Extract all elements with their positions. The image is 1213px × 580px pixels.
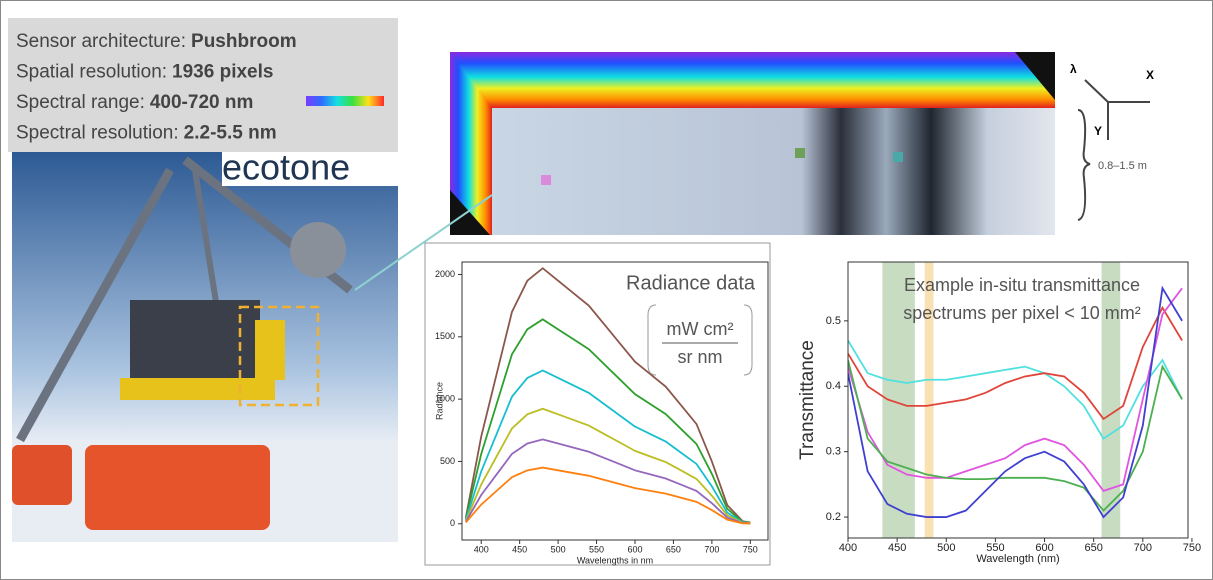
x-tick-label: 700 xyxy=(1134,542,1152,554)
lambda-label: λ xyxy=(1070,62,1077,76)
y-tick-label: 0.2 xyxy=(826,511,841,523)
canvas: λ X Y 0.8–1.5 m ecotone Sensor architect… xyxy=(0,0,1213,580)
x-tick-label: 700 xyxy=(704,544,719,554)
spec-line: Spatial resolution:1936 pixels xyxy=(16,62,273,83)
spectrum-bar xyxy=(306,96,384,106)
y-axis-label: Transmittance xyxy=(797,340,818,460)
y-tick-label: 500 xyxy=(440,456,455,466)
y-tick-label: 0.5 xyxy=(826,315,841,327)
x-tick-label: 650 xyxy=(1084,542,1102,554)
x-tick-label: 650 xyxy=(666,544,681,554)
x-tick-label: 600 xyxy=(627,544,642,554)
photo xyxy=(12,152,398,542)
y-tick-label: 0.3 xyxy=(826,446,841,458)
spec-label: Sensor architecture: xyxy=(16,31,186,52)
x-tick-label: 400 xyxy=(839,542,857,554)
slide: λ X Y 0.8–1.5 m ecotone Sensor architect… xyxy=(0,0,1213,580)
spec-label: Spectral range: xyxy=(16,92,145,113)
x-axis-glyph-label: X xyxy=(1146,68,1154,82)
unit-denominator: sr nm xyxy=(678,347,723,367)
spec-line: Sensor architecture:Pushbroom xyxy=(16,31,297,52)
unit-numerator: mW cm² xyxy=(667,319,734,339)
y-axis-glyph-label: Y xyxy=(1094,124,1102,138)
y-tick-label: 0.4 xyxy=(826,380,841,392)
annotation: Radiance data xyxy=(626,272,756,294)
spec-label: Spectral resolution: xyxy=(16,123,179,144)
spec-line: Spectral range:400-720 nm xyxy=(16,92,253,113)
x-tick-label: 400 xyxy=(474,544,489,554)
x-tick-label: 500 xyxy=(937,542,955,554)
x-tick-label: 450 xyxy=(888,542,906,554)
x-axis-label: Wavelength (nm) xyxy=(976,553,1059,565)
spec-value: 1936 pixels xyxy=(172,62,273,83)
y-tick-label: 0 xyxy=(450,518,455,528)
spec-value: 2.2-5.5 nm xyxy=(184,123,277,144)
y-axis-label: Radiance xyxy=(434,382,444,420)
x-tick-label: 750 xyxy=(1183,542,1201,554)
spec-line: Spectral resolution:2.2-5.5 nm xyxy=(16,123,277,144)
x-tick-label: 500 xyxy=(551,544,566,554)
spec-value: 400-720 nm xyxy=(150,92,254,113)
logo: ecotone xyxy=(222,147,350,188)
x-tick-label: 550 xyxy=(589,544,604,554)
spec-label: Spatial resolution: xyxy=(16,62,167,83)
spec-value: Pushbroom xyxy=(191,31,297,52)
axes-glyph xyxy=(1078,80,1150,220)
x-tick-label: 750 xyxy=(743,544,758,554)
y-tick-label: 2000 xyxy=(435,269,455,279)
y-tick-label: 1500 xyxy=(435,331,455,341)
chart-title-line: Example in-situ transmittance xyxy=(904,275,1140,295)
x-tick-label: 450 xyxy=(512,544,527,554)
chart-title-line: spectrums per pixel < 10 mm² xyxy=(903,303,1141,323)
x-axis-label: Wavelengths in nm xyxy=(577,555,653,565)
depth-label: 0.8–1.5 m xyxy=(1098,160,1147,172)
